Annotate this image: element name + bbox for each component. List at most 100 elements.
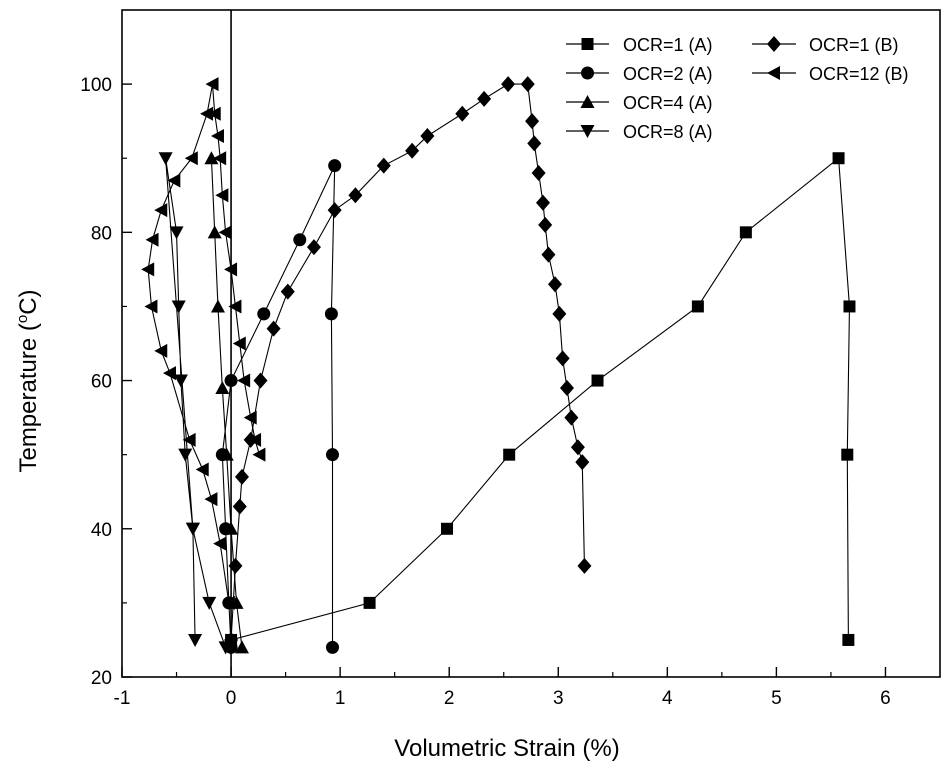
data-point [405, 142, 420, 159]
data-point [188, 633, 203, 647]
legend-marker [580, 125, 595, 138]
data-point [293, 233, 307, 247]
data-point [455, 105, 470, 122]
data-point [237, 373, 251, 388]
data-point [228, 299, 242, 314]
x-tick-label: 0 [226, 688, 237, 709]
data-point [327, 202, 342, 219]
data-point [253, 372, 268, 389]
data-point [324, 307, 338, 321]
legend-marker [580, 95, 595, 108]
series-line [210, 158, 243, 648]
series-5 [224, 76, 592, 648]
x-tick-label: 1 [335, 688, 346, 709]
axis-ticks [121, 83, 887, 678]
y-tick-label: 60 [91, 372, 112, 393]
data-point [205, 77, 219, 92]
data-point [559, 379, 574, 396]
series-3 [204, 151, 249, 654]
data-point [739, 226, 752, 239]
y-tick-label: 40 [91, 520, 112, 541]
data-point [234, 640, 249, 654]
data-point [213, 151, 227, 166]
legend-label: OCR=2 (A) [623, 64, 713, 84]
data-point [224, 521, 239, 535]
data-point [200, 106, 214, 121]
data-point [171, 300, 186, 314]
data-point [501, 76, 516, 93]
x-tick-label: 4 [662, 688, 673, 709]
legend-marker [767, 36, 781, 52]
data-point [280, 283, 295, 300]
data-point [224, 631, 239, 648]
data-point [218, 225, 232, 240]
data-point [266, 320, 281, 337]
y-axis-title: Temperature (oC) [14, 289, 42, 472]
data-point [169, 226, 184, 240]
y-tick-label: 20 [91, 668, 112, 689]
data-point [691, 300, 704, 313]
data-point [204, 151, 219, 165]
data-point [202, 596, 217, 610]
data-point [503, 448, 516, 461]
data-point [162, 366, 176, 381]
data-point [257, 307, 271, 321]
data-point [842, 633, 855, 646]
data-point [564, 409, 579, 426]
data-point [210, 299, 225, 313]
data-point [232, 498, 247, 515]
data-point [555, 350, 570, 367]
data-point [232, 336, 246, 351]
data-point [535, 194, 550, 211]
data-point [185, 522, 200, 536]
series-6 [141, 77, 266, 610]
data-point [328, 159, 342, 173]
data-point [552, 305, 567, 322]
data-point [182, 432, 196, 447]
x-tick-label: 2 [444, 688, 455, 709]
data-point [325, 640, 339, 654]
data-point [248, 432, 262, 447]
legend-item: OCR=4 (A) [566, 93, 713, 113]
data-point [224, 262, 238, 277]
data-point [195, 462, 209, 477]
data-point [348, 187, 363, 204]
data-point [843, 300, 856, 313]
x-tick-label: 6 [880, 688, 891, 709]
data-point [207, 106, 221, 121]
data-point [325, 448, 339, 462]
legend: OCR=1 (A) OCR=2 (A) OCR=4 (A) OCR=8 (A) OCR=… [566, 35, 909, 142]
data-point [243, 410, 257, 425]
data-point [215, 188, 229, 203]
data-point [154, 203, 168, 218]
data-point [531, 165, 546, 182]
series-line [230, 83, 585, 640]
data-point [252, 447, 266, 462]
data-point [173, 374, 188, 388]
data-point [158, 152, 173, 166]
x-tick-label: -1 [114, 688, 131, 709]
legend-item: OCR=1 (B) [752, 35, 899, 55]
legend-marker [581, 38, 594, 50]
data-point [477, 90, 492, 107]
x-axis-title: Volumetric Strain (%) [394, 735, 619, 762]
legend-item: OCR=8 (A) [566, 122, 713, 142]
data-point [178, 448, 193, 462]
legend-label: OCR=12 (B) [809, 64, 909, 84]
data-point [570, 439, 585, 456]
series-1 [225, 152, 856, 646]
data-point [213, 536, 227, 551]
y-tick-label: 80 [91, 223, 112, 244]
legend-label: OCR=8 (A) [623, 122, 713, 142]
data-point [167, 173, 181, 188]
data-point [547, 276, 562, 293]
series-4 [158, 152, 233, 655]
data-point [144, 299, 158, 314]
data-point [221, 595, 235, 610]
data-point [145, 232, 159, 247]
series-layer [141, 76, 856, 655]
data-point [210, 128, 224, 143]
data-point [207, 225, 222, 239]
legend-label: OCR=1 (B) [809, 35, 899, 55]
